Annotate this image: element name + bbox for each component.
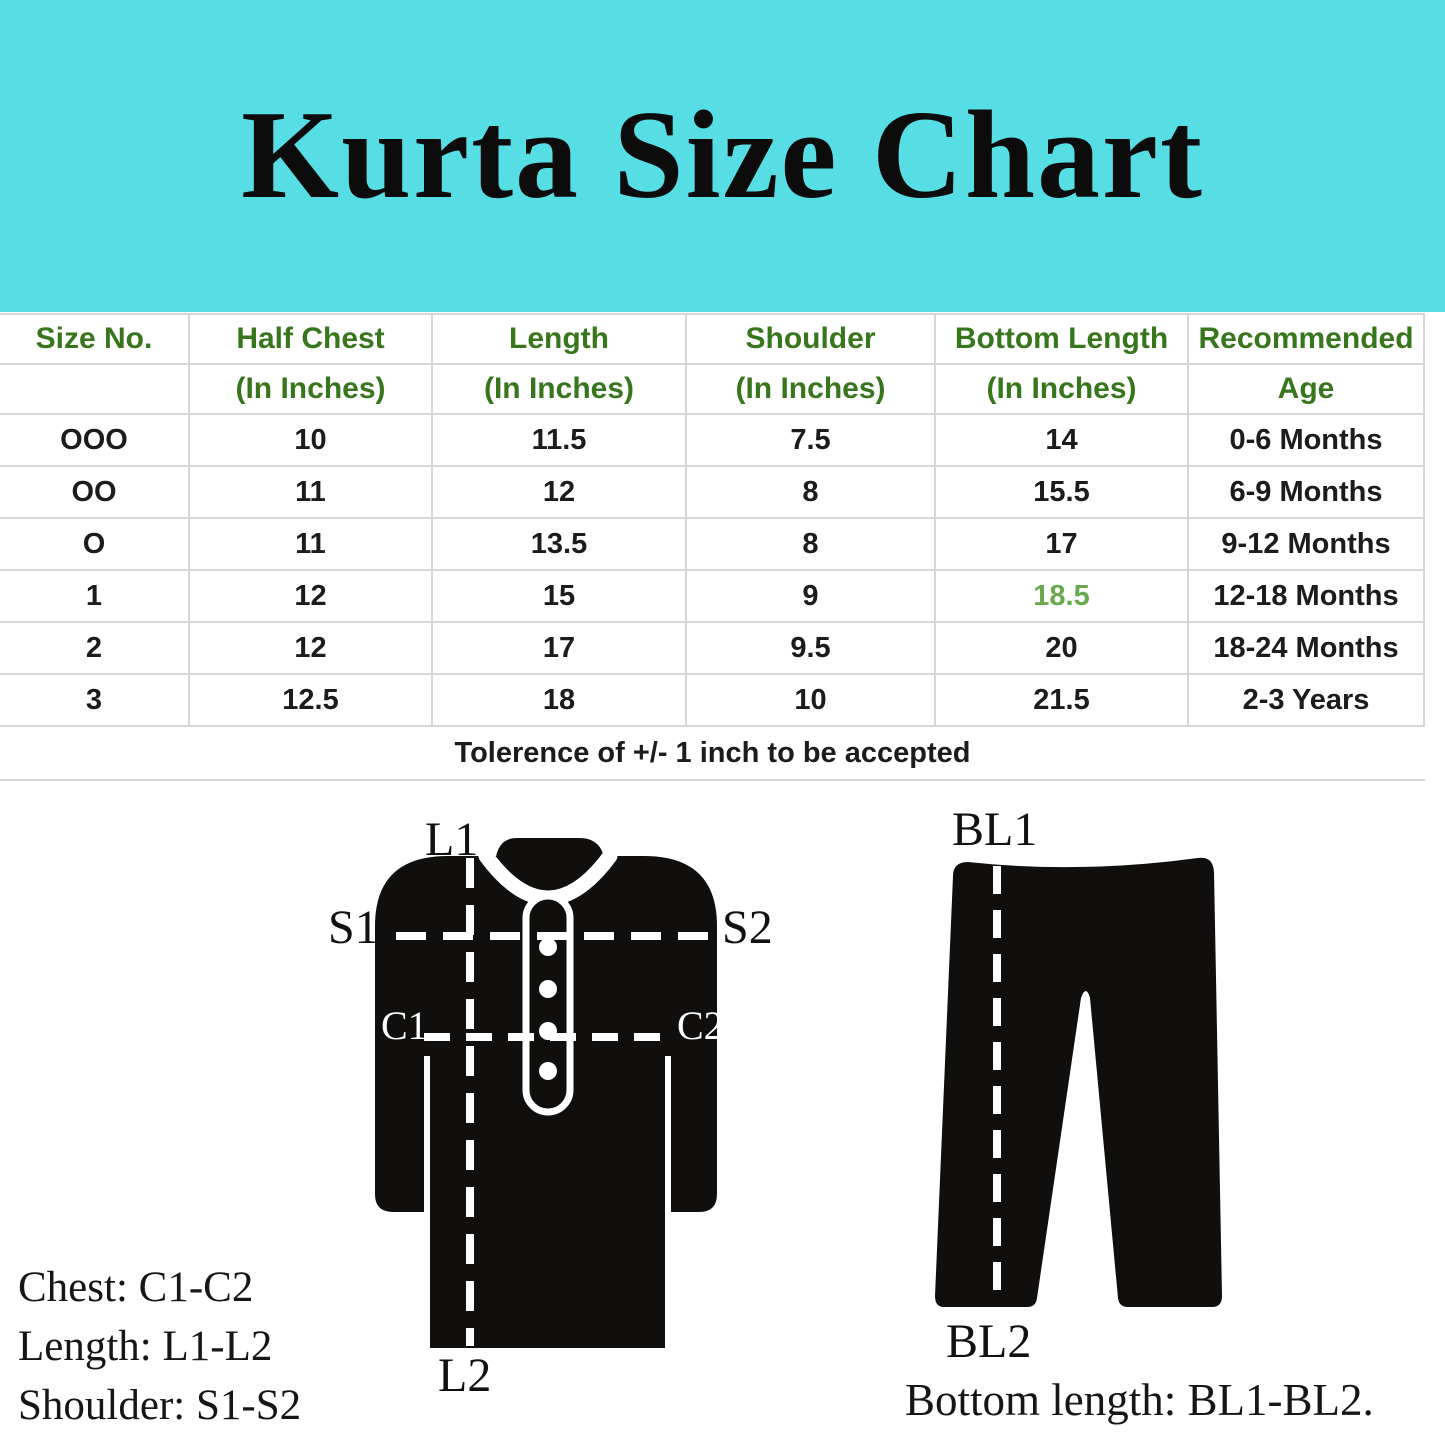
kurta-shoulder-right-label: S2: [722, 901, 773, 954]
kurta-length-top-label: L1: [425, 813, 479, 866]
kurta-length-bottom-label: L2: [438, 1349, 492, 1402]
column-subheader-length-units: (In Inches): [433, 365, 687, 415]
column-subheader-half-chest-units: (In Inches): [190, 365, 433, 415]
column-header-recommended: Recommended: [1189, 315, 1425, 365]
kurta-shoulder-left-label: S1: [328, 901, 379, 954]
kurta-chest-right-label: C2: [677, 1003, 724, 1048]
table-cell: 21.5: [936, 675, 1189, 727]
page-title: Kurta Size Chart: [241, 86, 1204, 225]
table-cell: 8: [687, 519, 936, 571]
table-cell-size: OOO: [0, 415, 190, 467]
table-cell: 9.5: [687, 623, 936, 675]
table-cell: 12: [190, 623, 433, 675]
table-cell-age: 6-9 Months: [1189, 467, 1425, 519]
legend-chest: Chest: C1-C2: [18, 1264, 254, 1311]
table-cell-size: OO: [0, 467, 190, 519]
bottom-length-note: Bottom length: BL1-BL2.: [905, 1375, 1374, 1425]
legend-shoulder: Shoulder: S1-S2: [18, 1382, 302, 1429]
column-header-shoulder: Shoulder: [687, 315, 936, 365]
pants-silhouette-icon: [935, 857, 1222, 1307]
measurement-legend: Chest: C1-C2 Length: L1-L2 Shoulder: S1-…: [18, 1258, 301, 1435]
table-cell: 12.5: [190, 675, 433, 727]
table-cell: 7.5: [687, 415, 936, 467]
table-cell: 15: [433, 571, 687, 623]
table-cell: 17: [433, 623, 687, 675]
pants-length-bottom-label: BL2: [946, 1315, 1032, 1368]
tolerance-note: Tolerence of +/- 1 inch to be accepted: [0, 727, 1425, 781]
size-chart-table: Size No. Half Chest Length Shoulder Bott…: [0, 313, 1425, 781]
table-cell-age: 18-24 Months: [1189, 623, 1425, 675]
table-cell-highlighted: 18.5: [936, 571, 1189, 623]
table-cell: 9: [687, 571, 936, 623]
table-cell: 8: [687, 467, 936, 519]
pants-length-top-label: BL1: [952, 803, 1038, 856]
table-cell-age: 9-12 Months: [1189, 519, 1425, 571]
table-cell-size: 3: [0, 675, 190, 727]
legend-length: Length: L1-L2: [18, 1323, 273, 1370]
column-header-size-no: Size No.: [0, 315, 190, 365]
kurta-silhouette-icon: [375, 838, 717, 1348]
table-cell-size: 1: [0, 571, 190, 623]
table-cell: 14: [936, 415, 1189, 467]
table-cell-age: 2-3 Years: [1189, 675, 1425, 727]
table-cell: 13.5: [433, 519, 687, 571]
column-header-length: Length: [433, 315, 687, 365]
table-cell: 11.5: [433, 415, 687, 467]
title-banner: Kurta Size Chart: [0, 0, 1445, 312]
table-cell: 11: [190, 467, 433, 519]
table-cell: 11: [190, 519, 433, 571]
table-cell: 12: [190, 571, 433, 623]
table-cell-age: 12-18 Months: [1189, 571, 1425, 623]
column-subheader-shoulder-units: (In Inches): [687, 365, 936, 415]
kurta-chest-left-label: C1: [381, 1003, 428, 1048]
column-subheader-blank: [0, 365, 190, 415]
table-cell-age: 0-6 Months: [1189, 415, 1425, 467]
column-header-half-chest: Half Chest: [190, 315, 433, 365]
table-cell: 10: [190, 415, 433, 467]
kurta-pants-diagram: [375, 838, 1222, 1348]
table-cell: 10: [687, 675, 936, 727]
table-cell: 18: [433, 675, 687, 727]
table-cell: 17: [936, 519, 1189, 571]
column-header-bottom-length: Bottom Length: [936, 315, 1189, 365]
table-cell-size: O: [0, 519, 190, 571]
table-cell: 20: [936, 623, 1189, 675]
table-cell: 15.5: [936, 467, 1189, 519]
table-cell-size: 2: [0, 623, 190, 675]
column-subheader-bottom-length-units: (In Inches): [936, 365, 1189, 415]
table-cell: 12: [433, 467, 687, 519]
column-subheader-age: Age: [1189, 365, 1425, 415]
